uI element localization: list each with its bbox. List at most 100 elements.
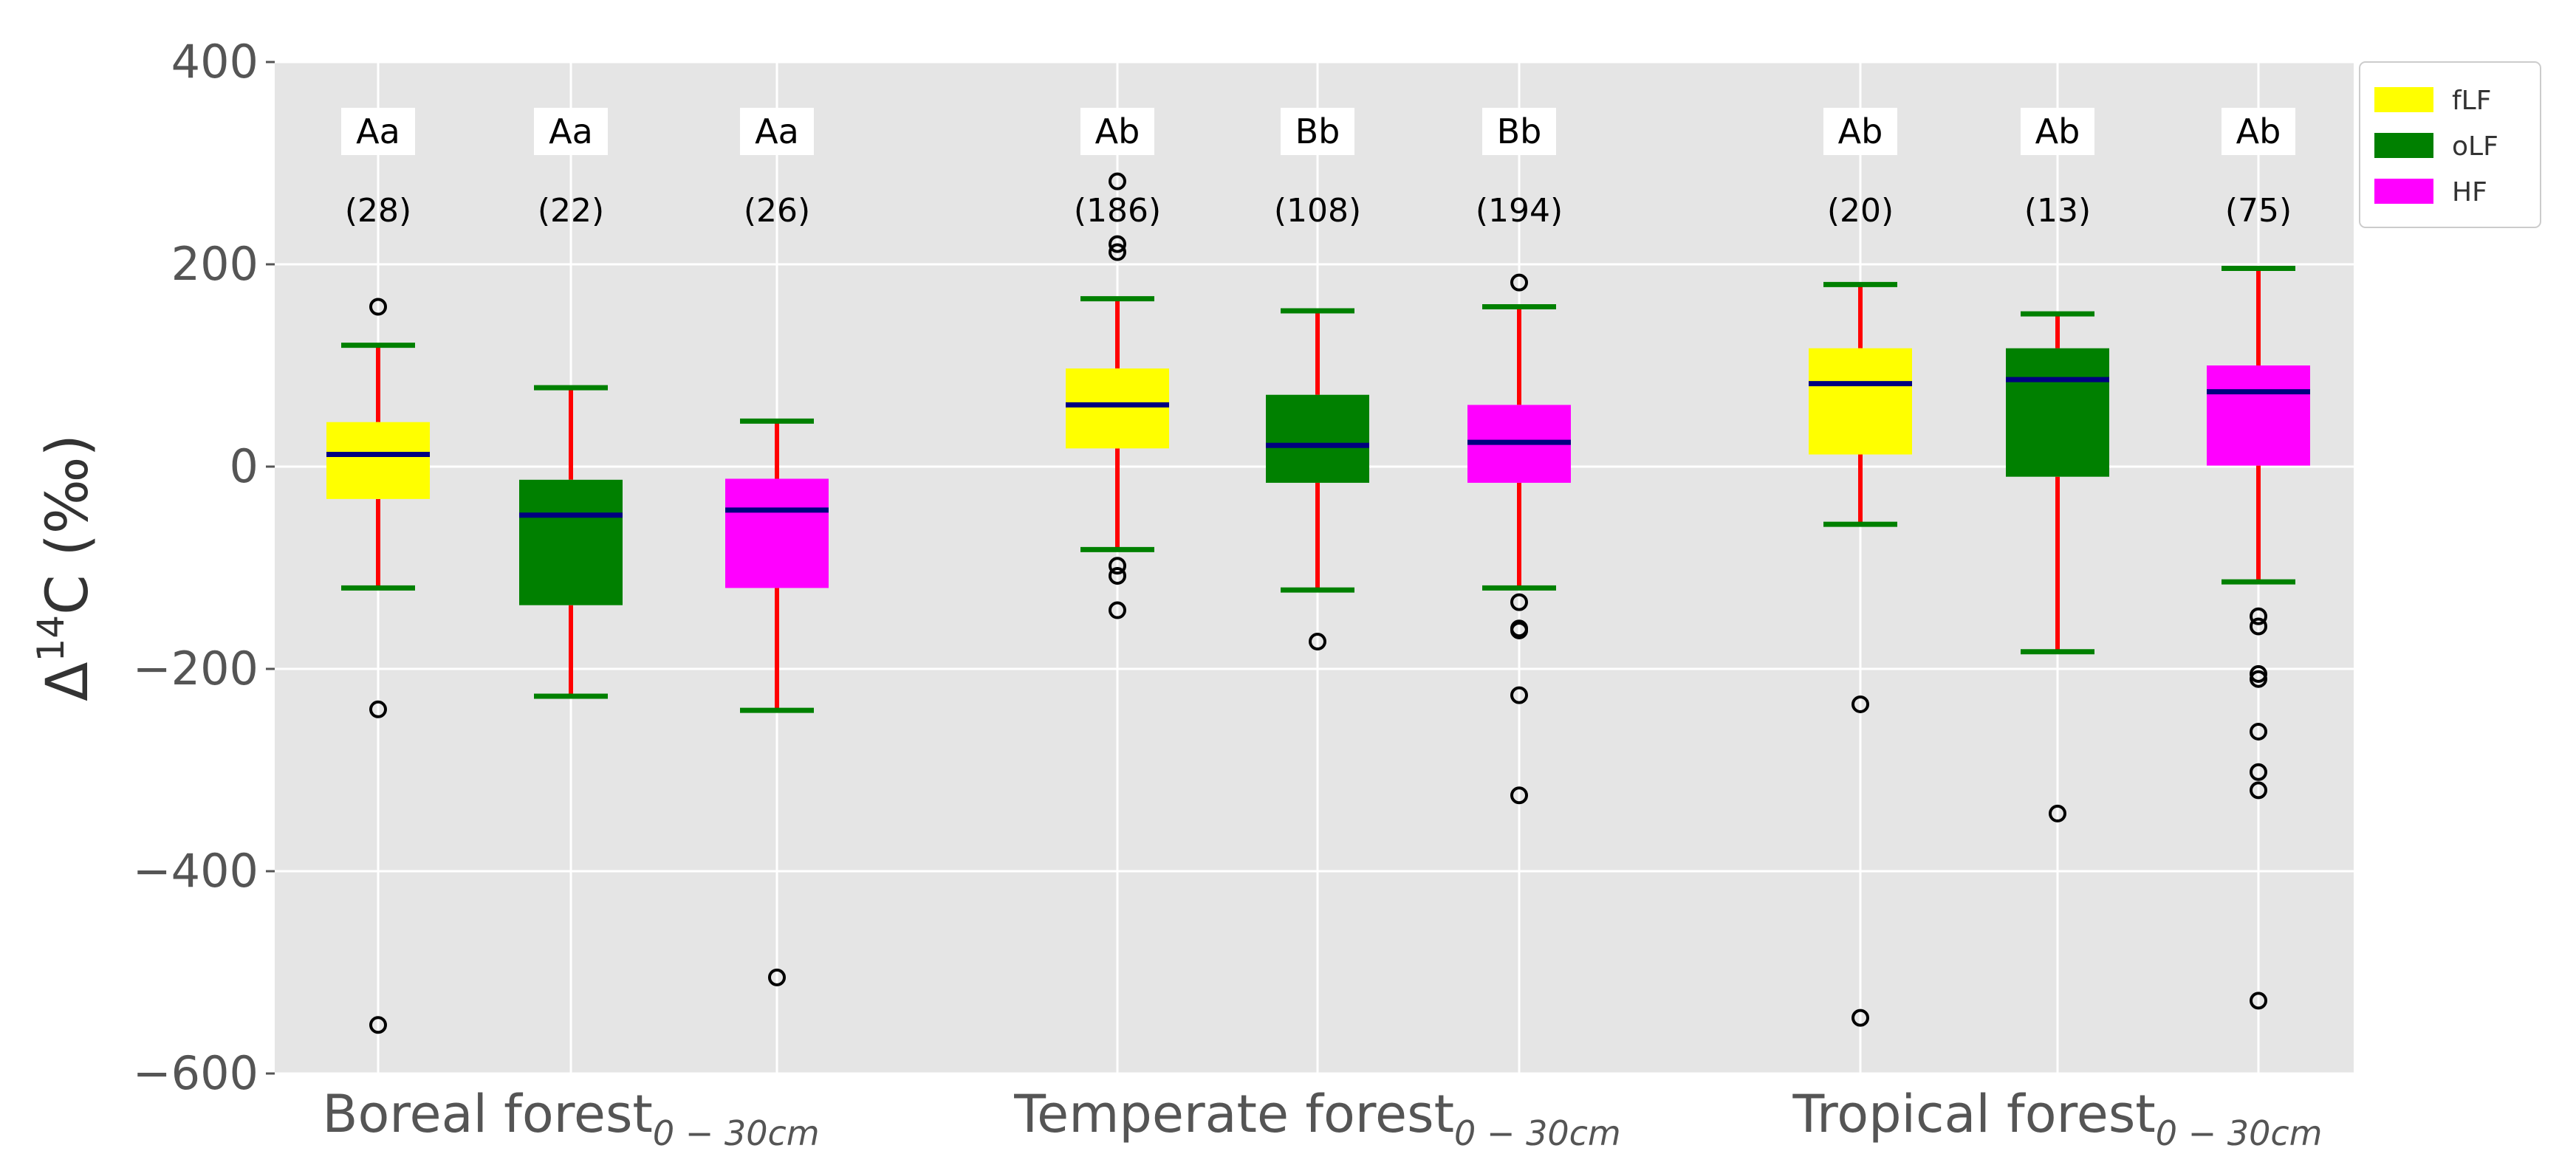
outlier-point xyxy=(1109,557,1126,575)
significance-label-bg xyxy=(341,108,415,155)
significance-label: Ab xyxy=(2021,108,2094,155)
outlier-point xyxy=(1109,172,1126,190)
outlier-point xyxy=(2250,617,2267,636)
sample-count: (186) xyxy=(1074,192,1161,230)
box-HF xyxy=(1467,273,1571,805)
sample-count: (28) xyxy=(345,192,411,230)
outlier-point xyxy=(2250,607,2267,625)
box-HF xyxy=(2207,265,2310,1010)
iqr-box xyxy=(1266,394,1369,483)
box-fLF xyxy=(1809,281,1912,1027)
sample-count: (20) xyxy=(1827,192,1894,230)
y-axis-label-main: C (‰) xyxy=(35,434,101,615)
outlier-point xyxy=(1109,243,1126,261)
y-tick-label: −400 xyxy=(133,844,258,898)
y-axis-label-symbol: Δ xyxy=(35,662,101,701)
significance-label-bg xyxy=(2021,108,2094,155)
outlier-point xyxy=(2250,992,2267,1010)
legend-item-HF: HF xyxy=(2374,177,2487,207)
y-tick-label: −200 xyxy=(133,642,258,695)
sample-count: (194) xyxy=(1476,192,1563,230)
significance-label-bg xyxy=(534,108,608,155)
legend-item-fLF: fLF xyxy=(2374,86,2491,116)
category-labels: Boreal forest0 − 30cm Temperate forest0 −… xyxy=(322,1084,2322,1153)
category-label: Boreal forest0 − 30cm xyxy=(322,1084,819,1153)
sample-count: (26) xyxy=(744,192,810,230)
significance-label-bg xyxy=(1823,108,1897,155)
outlier-point xyxy=(369,1016,387,1034)
iqr-box xyxy=(2207,365,2310,466)
legend-label: HF xyxy=(2452,177,2487,207)
sample-count: (75) xyxy=(2225,192,2292,230)
box-oLF xyxy=(2006,311,2109,822)
category-name: Tropical forest xyxy=(1792,1084,2156,1144)
outlier-point xyxy=(1309,633,1326,651)
significance-label: Bb xyxy=(1281,108,1354,155)
significance-label: Bb xyxy=(1482,108,1556,155)
outlier-point xyxy=(369,700,387,718)
y-axis-ticks: 400 200 0 −200 −400 −600 xyxy=(133,35,275,1100)
category-subscript: 0 − 30cm xyxy=(2156,1113,2323,1153)
y-tick-label: 0 xyxy=(230,439,258,493)
significance-letters: Ab xyxy=(1838,111,1883,151)
category-subscript: 0 − 30cm xyxy=(1454,1113,1621,1153)
significance-label: Ab xyxy=(1080,108,1154,155)
outlier-point xyxy=(2250,722,2267,741)
iqr-box xyxy=(326,422,430,499)
sample-count: (108) xyxy=(1274,192,1361,230)
annotations: Aa (28) Aa (22) Aa (26) Ab (186) Bb (108) Bb (194) A… xyxy=(341,108,2295,230)
legend-label: oLF xyxy=(2452,131,2498,162)
legend-swatch xyxy=(2374,133,2433,158)
significance-letters: Aa xyxy=(549,111,593,151)
significance-letters: Bb xyxy=(1295,111,1340,151)
significance-label-bg xyxy=(1080,108,1154,155)
significance-label-bg xyxy=(2222,108,2295,155)
iqr-box xyxy=(725,478,829,588)
category-name: Boreal forest xyxy=(322,1084,652,1144)
outlier-point xyxy=(1109,235,1126,253)
significance-letters: Ab xyxy=(2236,111,2281,151)
sample-count: (22) xyxy=(538,192,604,230)
significance-label-bg xyxy=(1482,108,1556,155)
iqr-box xyxy=(2006,348,2109,477)
outlier-point xyxy=(1510,593,1528,611)
significance-label: Ab xyxy=(1823,108,1897,155)
significance-label: Aa xyxy=(534,108,608,155)
y-axis-label-superscript: 14 xyxy=(30,615,72,662)
outlier-point xyxy=(2250,763,2267,781)
legend-item-oLF: oLF xyxy=(2374,131,2498,162)
iqr-box xyxy=(519,479,623,605)
category-name: Temperate forest xyxy=(1013,1084,1454,1144)
outlier-point xyxy=(1510,686,1528,704)
outlier-point xyxy=(2049,804,2066,822)
box-oLF xyxy=(519,385,623,699)
significance-letters: Aa xyxy=(356,111,400,151)
outlier-point xyxy=(768,968,786,986)
y-tick-label: 200 xyxy=(171,237,258,291)
outlier-point xyxy=(2250,670,2267,688)
outlier-point xyxy=(1510,621,1528,639)
category-subscript: 0 − 30cm xyxy=(653,1113,820,1153)
outlier-point xyxy=(1852,695,1869,713)
significance-label: Aa xyxy=(341,108,415,155)
box-oLF xyxy=(1266,308,1369,651)
box-fLF xyxy=(1066,134,1169,619)
category-label: Tropical forest0 − 30cm xyxy=(1792,1084,2323,1153)
significance-label: Aa xyxy=(740,108,814,155)
iqr-box xyxy=(1066,368,1169,449)
box-fLF xyxy=(326,298,430,1034)
significance-label-bg xyxy=(740,108,814,155)
y-axis-label: Δ14C (‰) xyxy=(30,434,101,701)
outlier-point xyxy=(1109,566,1126,585)
category-label: Temperate forest0 − 30cm xyxy=(1013,1084,1620,1153)
outlier-point xyxy=(1510,786,1528,805)
significance-letters: Aa xyxy=(755,111,799,151)
outlier-point xyxy=(1510,273,1528,292)
boxes xyxy=(326,134,2310,1034)
outlier-point xyxy=(2250,664,2267,683)
box-HF xyxy=(725,418,829,986)
significance-letters: Ab xyxy=(2035,111,2080,151)
legend-label: fLF xyxy=(2452,86,2491,116)
outlier-point xyxy=(1852,1009,1869,1027)
